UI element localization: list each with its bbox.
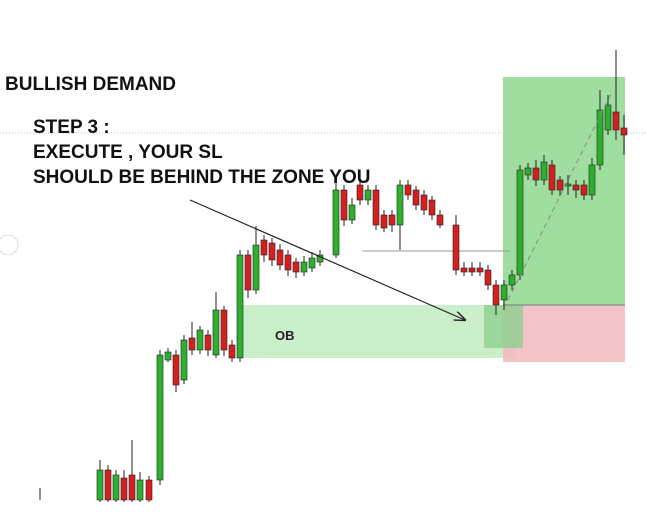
candle-body (164, 351, 172, 361)
step-line: EXECUTE , YOUR SL (33, 142, 223, 163)
candle-body (596, 109, 604, 166)
candle-body (220, 309, 228, 351)
candle-body (588, 164, 596, 196)
candle-body (244, 254, 252, 291)
candle-body (104, 469, 112, 501)
candle-body (476, 267, 484, 273)
candle-body (436, 214, 444, 226)
target-zone (503, 77, 625, 305)
candle-body (556, 179, 564, 191)
candle-body (372, 189, 380, 226)
candle-body (212, 309, 220, 356)
candle-body (260, 239, 268, 256)
candle-body (180, 339, 188, 381)
ob-zone (240, 305, 515, 358)
candle-body (604, 104, 612, 131)
candle-body (540, 161, 548, 181)
candle-body (236, 254, 244, 359)
candle-body (268, 242, 276, 261)
step-line: STEP 3 : (33, 117, 110, 138)
candle-body (508, 274, 516, 286)
candle-body (380, 214, 388, 229)
candle-body (452, 224, 460, 271)
candle-body (500, 284, 508, 301)
candle-body (612, 111, 620, 131)
zone-label: OB (275, 328, 295, 343)
candle-body (136, 479, 144, 501)
candle-body (524, 167, 532, 176)
candle-body (356, 184, 364, 201)
candle-body (580, 184, 588, 196)
candle-body (468, 267, 476, 273)
candle-body (484, 269, 492, 286)
candle-body (396, 184, 404, 226)
entry-zone (484, 305, 523, 348)
candle-body (228, 344, 236, 359)
candle-body (172, 354, 180, 386)
candle-body (196, 329, 204, 351)
candle-body (276, 249, 284, 266)
candle-body (332, 189, 340, 256)
candle-body (572, 184, 580, 191)
nav-button[interactable] (0, 234, 19, 256)
stop-zone (503, 305, 625, 362)
step-line: SHOULD BE BEHIND THE ZONE YOU (33, 167, 370, 188)
candles (96, 50, 628, 502)
candle-body (412, 189, 420, 206)
title: BULLISH DEMAND (5, 74, 176, 95)
candle-body (532, 167, 540, 181)
candle-body (300, 261, 308, 273)
candle-body (492, 284, 500, 306)
candle-body (420, 194, 428, 211)
candle-body (120, 477, 128, 501)
candle-body (340, 189, 348, 221)
arrow (189, 199, 465, 320)
candle-body (284, 254, 292, 271)
candle-body (188, 337, 196, 351)
candle-body (348, 204, 356, 221)
candle-body (428, 199, 436, 216)
projection-line (507, 91, 613, 301)
candle-body (96, 469, 104, 501)
candle-body (112, 474, 120, 501)
candle-body (388, 214, 396, 226)
candle-body (156, 354, 164, 481)
candle-body (145, 479, 153, 501)
candle-body (252, 244, 260, 291)
candle-body (460, 267, 468, 273)
candle-body (292, 261, 300, 273)
candle-body (548, 164, 556, 191)
candle-body (128, 474, 136, 501)
candle-body (516, 169, 524, 276)
candle-body (364, 189, 372, 201)
candle-body (404, 184, 412, 196)
candle-body (620, 127, 628, 136)
candle-body (308, 257, 316, 269)
candle-body (204, 334, 212, 351)
